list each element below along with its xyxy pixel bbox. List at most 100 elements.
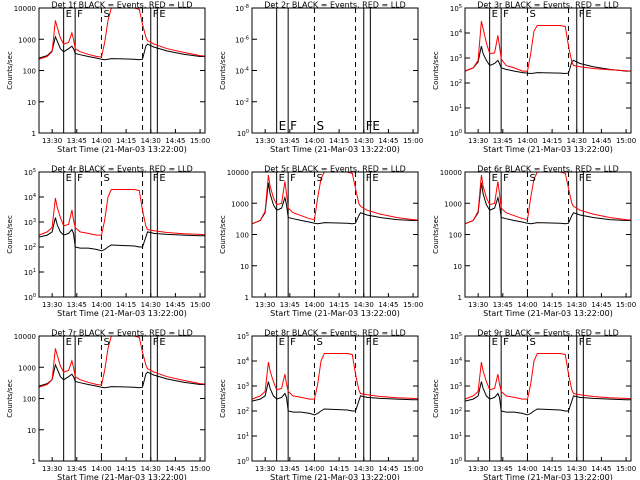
y-tick-label: 100 — [449, 232, 462, 240]
lld-series-line — [251, 353, 419, 400]
event-marker-label: E — [66, 337, 72, 348]
x-tick-label: 14:45 — [591, 301, 611, 309]
event-marker-label: S — [103, 9, 109, 20]
x-axis-label: Start Time (21-Mar-03 13:22:00) — [270, 473, 400, 480]
x-tick-label: 14:00 — [517, 465, 537, 473]
x-axis-label: Start Time (21-Mar-03 13:22:00) — [483, 309, 613, 318]
y-tick-label: 101 — [450, 104, 462, 113]
event-marker-label: S — [316, 119, 324, 133]
panel-title: Det 4r BLACK = Events, RED = LLD — [51, 165, 193, 174]
x-tick-label: 14:15 — [329, 465, 349, 473]
x-tick-label: 14:00 — [304, 465, 324, 473]
x-tick-label: 14:00 — [304, 137, 324, 145]
x-tick-label: 13:30 — [42, 137, 62, 145]
x-axis-label: Start Time (21-Mar-03 13:22:00) — [57, 309, 187, 318]
event-marker-label: E — [279, 337, 285, 348]
event-marker-label: F — [503, 9, 509, 20]
event-marker-label: S — [316, 173, 322, 184]
y-tick-label: 100 — [236, 232, 249, 240]
y-tick-label: 101 — [24, 268, 36, 277]
panel-title: Det 8r BLACK = Events, RED = LLD — [264, 329, 406, 338]
x-tick-label: 13:30 — [42, 301, 62, 309]
y-tick-label: 100 — [23, 396, 36, 404]
lld-series-line — [38, 335, 206, 388]
event-marker-label: F — [77, 337, 83, 348]
lld-series-line — [38, 7, 206, 60]
y-tick-label: 105 — [237, 332, 249, 341]
y-tick-label: 101 — [450, 432, 462, 441]
x-tick-label: 14:15 — [542, 465, 562, 473]
y-tick-label: 103 — [24, 218, 36, 227]
event-marker-label: F — [503, 337, 509, 348]
y-tick-label: 1 — [32, 458, 36, 466]
event-marker-label: S — [103, 173, 109, 184]
event-marker-label: E — [66, 9, 72, 20]
events-series-line — [38, 217, 205, 252]
x-tick-label: 14:30 — [141, 465, 161, 473]
x-tick-label: 15:00 — [403, 137, 423, 145]
x-tick-label: 14:00 — [517, 137, 537, 145]
y-tick-label: 1000 — [18, 364, 36, 372]
x-tick-label: 15:00 — [616, 465, 636, 473]
x-tick-label: 13:45 — [67, 137, 87, 145]
y-axis-label: Counts/sec — [432, 51, 440, 90]
y-tick-label: 10 — [240, 263, 249, 271]
panel-title: Det 2r BLACK = Events, RED = LLD — [264, 1, 406, 10]
x-tick-label: 14:30 — [567, 301, 587, 309]
y-tick-label: 101 — [237, 432, 249, 441]
y-tick-label: 10000 — [440, 169, 462, 177]
event-marker-label: E — [585, 173, 591, 184]
x-tick-label: 13:30 — [255, 465, 275, 473]
y-tick-label: 105 — [450, 4, 462, 13]
x-tick-label: 14:15 — [542, 137, 562, 145]
x-tick-label: 14:00 — [91, 137, 111, 145]
y-tick-label: 105 — [24, 168, 36, 177]
x-axis-label: Start Time (21-Mar-03 13:22:00) — [57, 473, 187, 480]
y-axis-label: Counts/sec — [6, 215, 14, 254]
x-tick-label: 14:30 — [567, 465, 587, 473]
x-tick-label: 14:00 — [91, 465, 111, 473]
plot-frame — [464, 335, 632, 462]
x-tick-label: 13:30 — [255, 137, 275, 145]
x-tick-label: 14:00 — [517, 301, 537, 309]
y-tick-label: 103 — [237, 382, 249, 391]
plot-frame — [38, 171, 206, 298]
lld-series-line — [38, 189, 206, 236]
x-tick-label: 15:00 — [190, 465, 210, 473]
x-tick-label: 14:00 — [91, 301, 111, 309]
event-marker-label: E — [66, 173, 72, 184]
panel-title: Det 5r BLACK = Events, RED = LLD — [264, 165, 406, 174]
y-tick-label: 100 — [237, 129, 249, 138]
y-tick-label: 10 — [27, 99, 36, 107]
y-tick-label: 1 — [32, 130, 36, 138]
x-axis-label: Start Time (21-Mar-03 13:22:00) — [483, 473, 613, 480]
y-tick-label: 1 — [245, 294, 249, 302]
y-tick-label: 10-6 — [235, 35, 249, 44]
panel-title: Det 3r BLACK = Events, RED = LLD — [477, 1, 619, 10]
plot-frame — [464, 7, 632, 134]
y-tick-label: 104 — [450, 29, 462, 38]
event-marker-label: E — [159, 9, 165, 20]
x-tick-label: 14:00 — [304, 301, 324, 309]
x-tick-label: 13:45 — [493, 465, 513, 473]
y-tick-label: 1000 — [231, 200, 249, 208]
x-tick-label: 14:30 — [567, 137, 587, 145]
event-marker-label: S — [103, 337, 109, 348]
event-marker-label: F — [153, 337, 159, 348]
event-marker-label: S — [529, 337, 535, 348]
y-tick-label: 105 — [450, 332, 462, 341]
lld-series-line — [464, 353, 632, 400]
event-marker-label: E — [279, 173, 285, 184]
x-tick-label: 13:45 — [67, 465, 87, 473]
y-tick-label: 102 — [237, 407, 249, 416]
y-axis-label: Counts/sec — [6, 51, 14, 90]
y-tick-label: 100 — [23, 68, 36, 76]
event-marker-label: F — [503, 173, 509, 184]
x-tick-label: 13:30 — [468, 301, 488, 309]
event-marker-label: E — [372, 337, 378, 348]
